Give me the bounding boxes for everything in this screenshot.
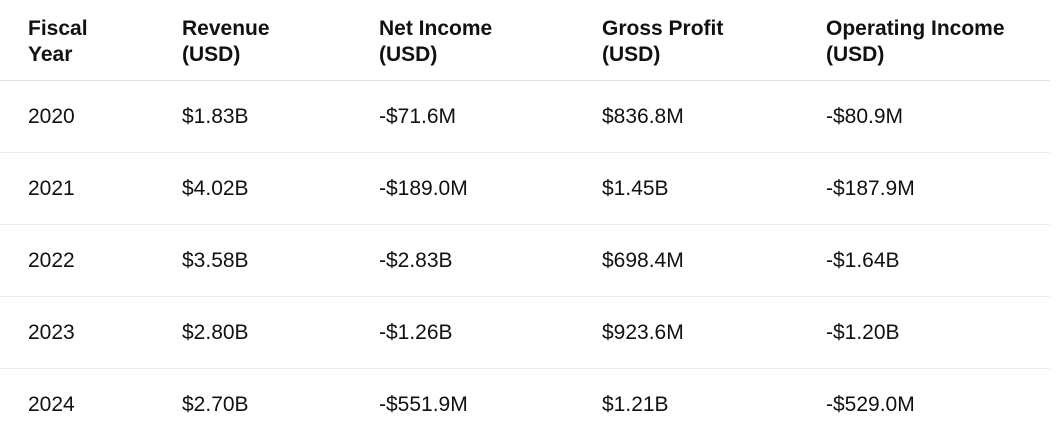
header-line: (USD) xyxy=(182,43,241,66)
cell-revenue: $1.83B xyxy=(182,105,249,128)
header-line: (USD) xyxy=(602,43,661,66)
cell-fiscal-year: 2024 xyxy=(28,393,75,416)
cell-fiscal-year: 2023 xyxy=(28,321,75,344)
header-line: (USD) xyxy=(379,43,438,66)
cell-net-income: -$71.6M xyxy=(379,105,457,128)
cell-net-income: -$2.83B xyxy=(379,249,453,272)
header-line: Fiscal xyxy=(28,17,88,40)
header-line: Revenue xyxy=(182,17,270,40)
cell-fiscal-year: 2021 xyxy=(28,177,75,200)
header-line: Gross Profit xyxy=(602,17,724,40)
cell-revenue: $4.02B xyxy=(182,177,249,200)
header-operating-income: Operating Income (USD) xyxy=(826,16,1005,68)
header-line: Net Income xyxy=(379,17,493,40)
cell-fiscal-year: 2022 xyxy=(28,249,75,272)
financials-table: Fiscal Year Revenue (USD) Net Income (US… xyxy=(0,0,1050,440)
table-row: 2022 $3.58B -$2.83B $698.4M -$1.64B xyxy=(0,225,1050,297)
cell-fiscal-year: 2020 xyxy=(28,105,75,128)
cell-revenue: $2.70B xyxy=(182,393,249,416)
table-row: 2023 $2.80B -$1.26B $923.6M -$1.20B xyxy=(0,297,1050,369)
cell-operating-income: -$187.9M xyxy=(826,177,915,200)
table-row: 2020 $1.83B -$71.6M $836.8M -$80.9M xyxy=(0,81,1050,153)
cell-net-income: -$1.26B xyxy=(379,321,453,344)
table-row: 2021 $4.02B -$189.0M $1.45B -$187.9M xyxy=(0,153,1050,225)
cell-gross-profit: $836.8M xyxy=(602,105,684,128)
cell-operating-income: -$1.20B xyxy=(826,321,900,344)
cell-gross-profit: $698.4M xyxy=(602,249,684,272)
cell-revenue: $2.80B xyxy=(182,321,249,344)
cell-net-income: -$551.9M xyxy=(379,393,468,416)
header-line: (USD) xyxy=(826,43,885,66)
cell-gross-profit: $923.6M xyxy=(602,321,684,344)
header-gross-profit: Gross Profit (USD) xyxy=(602,16,723,68)
cell-gross-profit: $1.45B xyxy=(602,177,669,200)
cell-operating-income: -$529.0M xyxy=(826,393,915,416)
cell-revenue: $3.58B xyxy=(182,249,249,272)
header-line: Year xyxy=(28,43,73,66)
header-line: Operating Income xyxy=(826,17,1005,40)
header-revenue: Revenue (USD) xyxy=(182,16,270,68)
cell-operating-income: -$80.9M xyxy=(826,105,904,128)
cell-net-income: -$189.0M xyxy=(379,177,468,200)
header-net-income: Net Income (USD) xyxy=(379,16,492,68)
cell-gross-profit: $1.21B xyxy=(602,393,669,416)
cell-operating-income: -$1.64B xyxy=(826,249,900,272)
header-fiscal-year: Fiscal Year xyxy=(28,16,88,68)
table-row: 2024 $2.70B -$551.9M $1.21B -$529.0M xyxy=(0,369,1050,440)
table-header-row: Fiscal Year Revenue (USD) Net Income (US… xyxy=(0,0,1050,81)
